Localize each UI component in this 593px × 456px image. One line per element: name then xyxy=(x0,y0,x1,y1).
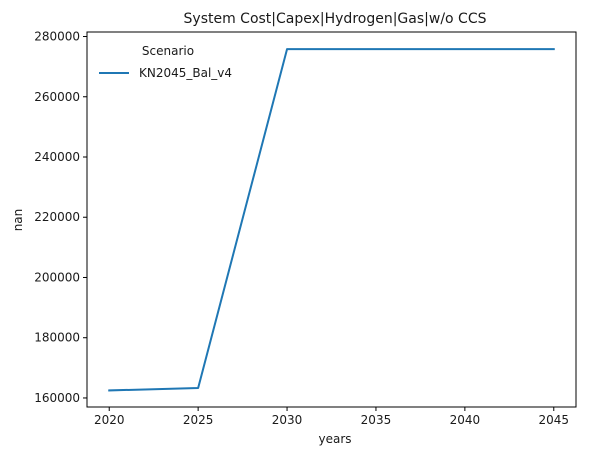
x-tick-label: 2045 xyxy=(538,413,569,427)
chart-title: System Cost|Capex|Hydrogen|Gas|w/o CCS xyxy=(184,11,487,27)
x-tick-label: 2025 xyxy=(183,413,214,427)
y-tick-label: 240000 xyxy=(34,150,80,164)
y-tick-label: 260000 xyxy=(34,90,80,104)
x-tick-label: 2030 xyxy=(272,413,303,427)
x-tick-label: 2040 xyxy=(450,413,481,427)
y-tick-label: 180000 xyxy=(34,331,80,345)
series-layer xyxy=(108,48,555,392)
x-tick-label: 2035 xyxy=(361,413,392,427)
legend-entry-label: KN2045_Bal_v4 xyxy=(139,66,232,80)
x-axis: 2020 2025 2030 2035 2040 2045 xyxy=(94,407,569,427)
y-tick-label: 280000 xyxy=(34,30,80,44)
y-tick-label: 200000 xyxy=(34,270,80,284)
y-axis-label: nan xyxy=(11,209,25,232)
y-tick-label: 160000 xyxy=(34,391,80,405)
legend-title: Scenario xyxy=(142,44,194,58)
y-axis: 160000 180000 200000 220000 240000 260000 2800… xyxy=(34,30,87,405)
x-axis-label: years xyxy=(318,432,351,446)
x-tick-label: 2020 xyxy=(94,413,125,427)
y-tick-label: 220000 xyxy=(34,210,80,224)
series-line xyxy=(108,48,555,392)
plot-area xyxy=(86,31,577,408)
legend: Scenario KN2045_Bal_v4 xyxy=(99,44,232,80)
